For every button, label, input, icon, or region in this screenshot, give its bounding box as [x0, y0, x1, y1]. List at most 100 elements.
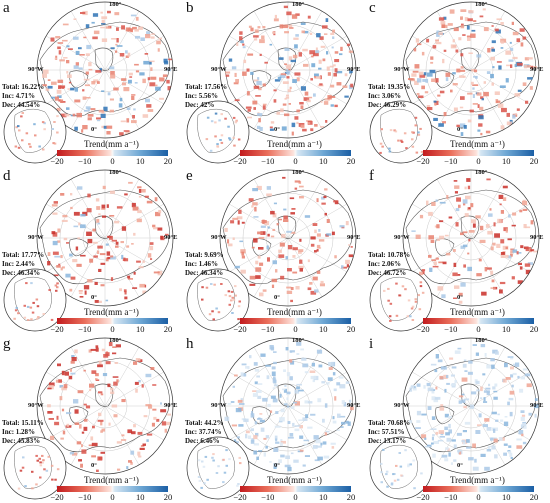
lon-label-180: 180° — [109, 169, 122, 176]
lon-label-90e: 90°E — [530, 402, 544, 409]
colorbar-title: Trend(mm a⁻¹) — [450, 307, 505, 317]
panel-letter: h — [186, 336, 194, 352]
colorbar — [423, 486, 534, 492]
colorbar-tick: 0 — [110, 156, 115, 166]
colorbar-title: Trend(mm a⁻¹) — [84, 139, 139, 149]
polar-map — [186, 169, 357, 332]
colorbar-tick: 20 — [163, 492, 173, 502]
panel-letter: b — [186, 0, 194, 16]
polar-map — [3, 1, 174, 164]
lon-label-90w: 90°W — [394, 234, 410, 241]
panel-letter: a — [3, 0, 10, 16]
colorbar-title: Trend(mm a⁻¹) — [450, 139, 505, 149]
colorbar-tick: 10 — [319, 156, 328, 166]
colorbar-tick: −20 — [416, 492, 430, 502]
colorbar-tick: 0 — [293, 324, 298, 334]
stat-inc: Inc: 2.06% — [368, 260, 402, 268]
polar-map — [369, 1, 540, 164]
colorbar-tick: 0 — [293, 156, 298, 166]
colorbar — [423, 318, 534, 324]
lon-label-90e: 90°E — [347, 66, 361, 73]
lon-label-180: 180° — [475, 337, 488, 344]
stat-inc: Inc: 4.71% — [2, 92, 36, 100]
colorbar-tick: −10 — [261, 156, 275, 166]
colorbar-tick: −20 — [50, 324, 64, 334]
stat-inc: Inc: 57.51% — [368, 428, 405, 436]
stat-total: Total: 19.35% — [368, 83, 411, 91]
colorbar-tick: 10 — [502, 156, 511, 166]
colorbar-tick: −10 — [78, 324, 92, 334]
stat-dec: Dec: 46.34% — [2, 269, 41, 277]
lon-label-90e: 90°E — [164, 402, 178, 409]
lon-label-90e: 90°E — [347, 402, 361, 409]
stat-dec: Dec: 46.29% — [368, 101, 407, 109]
map-panel: a 180° 90°W 90°E 0° Total: 16.22% Inc: 4… — [0, 0, 180, 166]
polar-map — [369, 337, 540, 500]
colorbar-tick: 10 — [502, 324, 511, 334]
stat-inc: Inc: 1.28% — [2, 428, 36, 436]
colorbar-tick: 0 — [476, 492, 481, 502]
colorbar-tick: −10 — [444, 492, 458, 502]
panel-letter: f — [369, 168, 374, 184]
colorbar-tick: 10 — [136, 156, 145, 166]
colorbar-tick: 0 — [110, 492, 115, 502]
colorbar-tick: −20 — [416, 156, 430, 166]
polar-map — [3, 337, 174, 500]
polar-map — [3, 169, 174, 332]
lon-label-0: 0° — [457, 294, 463, 301]
map-panel: h 180° 90°W 90°E 0° Total: 44.2% Inc: 37… — [183, 336, 363, 502]
colorbar-tick: 20 — [529, 156, 539, 166]
stat-total: Total: 15.11% — [2, 419, 44, 427]
trend-stats: Total: 17.56% Inc: 5.56% Dec: 42% — [185, 83, 227, 110]
lon-label-0: 0° — [457, 126, 463, 133]
map-panel: e 180° 90°W 90°E 0° Total: 9.69% Inc: 1.… — [183, 168, 363, 334]
colorbar-tick: −20 — [416, 324, 430, 334]
stat-inc: Inc: 1.46% — [185, 260, 219, 268]
stat-dec: Dec: 42% — [185, 101, 215, 109]
stat-inc: Inc: 37.74% — [185, 428, 222, 436]
lon-label-90w: 90°W — [211, 402, 227, 409]
colorbar-tick: −20 — [233, 156, 247, 166]
lon-label-0: 0° — [91, 294, 97, 301]
colorbar-tick: −10 — [78, 492, 92, 502]
colorbar-title: Trend(mm a⁻¹) — [267, 139, 322, 149]
map-panel: f 180° 90°W 90°E 0° Total: 10.78% Inc: 2… — [366, 168, 546, 334]
lon-label-180: 180° — [475, 169, 488, 176]
stat-inc: Inc: 3.06% — [368, 92, 402, 100]
map-panel: g 180° 90°W 90°E 0° Total: 15.11% Inc: 1… — [0, 336, 180, 502]
lon-label-180: 180° — [292, 337, 305, 344]
colorbar — [57, 318, 168, 324]
colorbar-tick: 20 — [346, 492, 356, 502]
colorbar-tick: 20 — [529, 492, 539, 502]
polar-map — [369, 169, 540, 332]
lon-label-0: 0° — [91, 126, 97, 133]
lon-label-90w: 90°W — [28, 402, 44, 409]
colorbar-title: Trend(mm a⁻¹) — [450, 475, 505, 485]
stat-dec: Dec: 46.34% — [185, 269, 224, 277]
colorbar-tick: 0 — [476, 324, 481, 334]
colorbar-tick: 20 — [529, 324, 539, 334]
lon-label-180: 180° — [109, 337, 122, 344]
trend-stats: Total: 16.22% Inc: 4.71% Dec: 44.54% — [2, 83, 44, 110]
stat-dec: Dec: 13.17% — [368, 437, 407, 445]
colorbar-tick: 10 — [136, 324, 145, 334]
trend-stats: Total: 9.69% Inc: 1.46% Dec: 46.34% — [185, 251, 224, 278]
map-panel: i 180° 90°W 90°E 0° Total: 70.68% Inc: 5… — [366, 336, 546, 502]
colorbar-tick: 20 — [346, 156, 356, 166]
colorbar-tick: 10 — [319, 324, 328, 334]
trend-stats: Total: 70.68% Inc: 57.51% Dec: 13.17% — [368, 419, 410, 446]
lon-label-90w: 90°W — [211, 234, 227, 241]
stat-total: Total: 70.68% — [368, 419, 411, 427]
stat-dec: Dec: 6.46% — [185, 437, 220, 445]
stat-dec: Dec: 44.54% — [2, 101, 41, 109]
colorbar-title: Trend(mm a⁻¹) — [84, 475, 139, 485]
colorbar-tick: 0 — [293, 492, 298, 502]
stat-total: Total: 16.22% — [2, 83, 45, 91]
colorbar-tick: 0 — [476, 156, 481, 166]
panel-letter: e — [186, 168, 193, 184]
colorbar-tick: −10 — [261, 492, 275, 502]
trend-stats: Total: 15.11% Inc: 1.28% Dec: 45.83% — [2, 419, 44, 446]
lon-label-0: 0° — [274, 294, 280, 301]
colorbar-title: Trend(mm a⁻¹) — [267, 475, 322, 485]
stat-total: Total: 10.78% — [368, 251, 411, 259]
